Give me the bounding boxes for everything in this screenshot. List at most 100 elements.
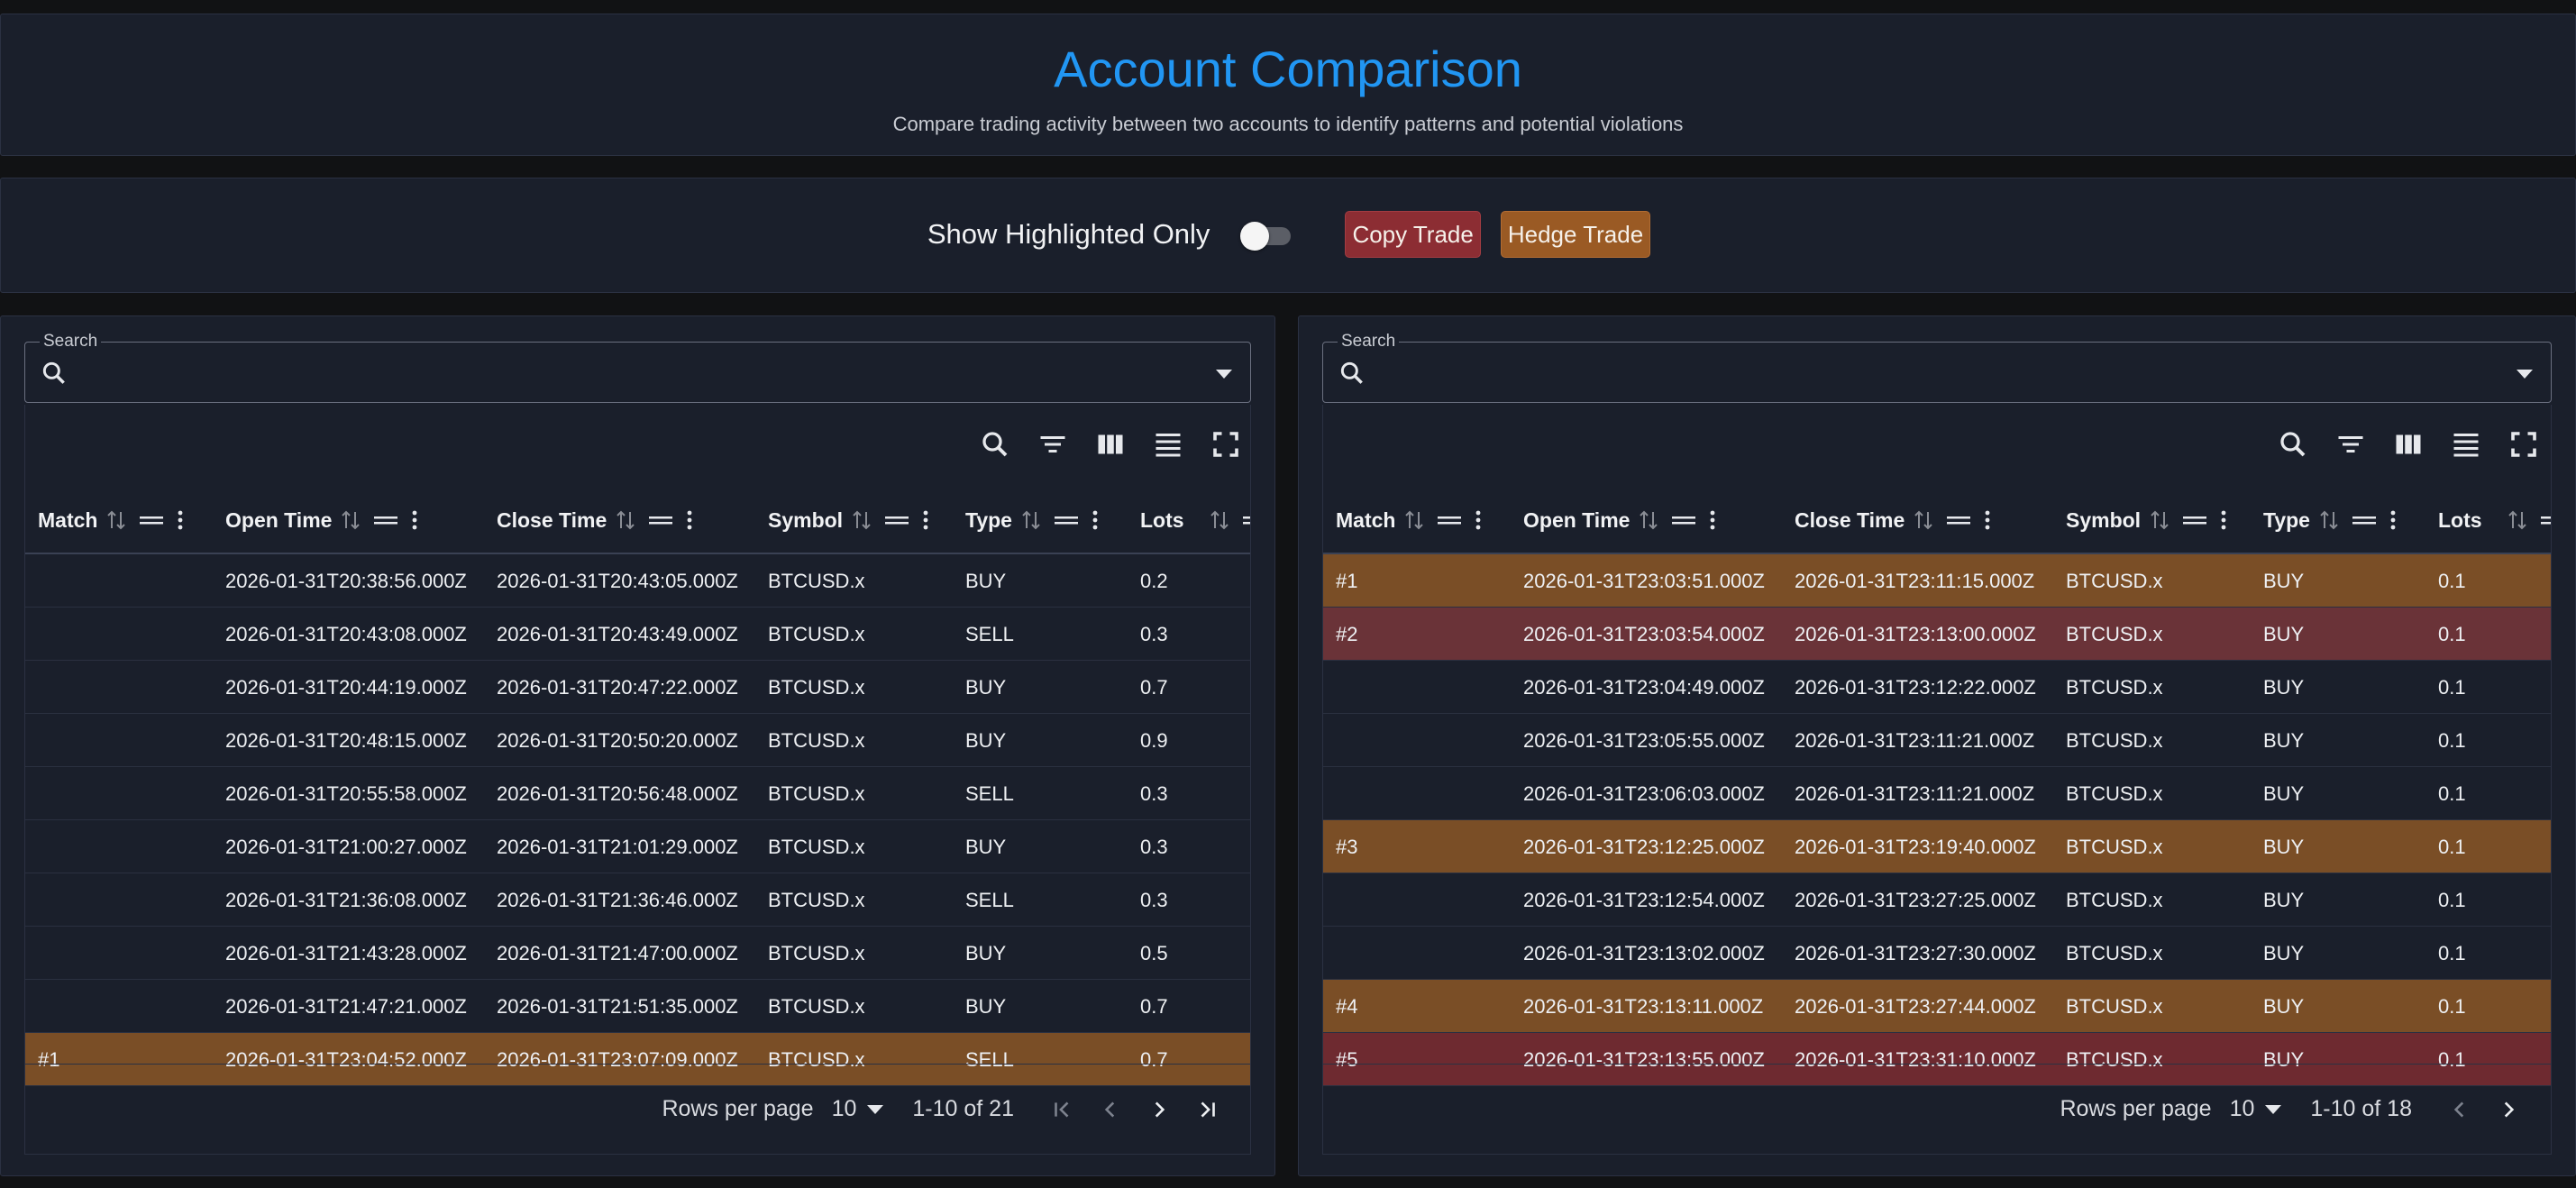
- fullscreen-icon[interactable]: [1210, 428, 1242, 461]
- cell-lots: 0.2: [1140, 570, 1168, 592]
- show-highlighted-toggle[interactable]: [1240, 216, 1298, 252]
- rows-per-page-select[interactable]: 10: [2230, 1096, 2282, 1122]
- search-autocomplete[interactable]: Search: [1322, 332, 2552, 403]
- rows-per-page-select[interactable]: 10: [832, 1096, 884, 1122]
- table-row[interactable]: #4 2026-01-31T23:13:11.000Z 2026-01-31T23:…: [1323, 980, 2551, 1033]
- first-page-button[interactable]: [1037, 1092, 1086, 1128]
- table-row[interactable]: 2026-01-31T23:05:55.000Z 2026-01-31T23:11…: [1323, 714, 2551, 767]
- column-menu-icon[interactable]: [2220, 509, 2227, 531]
- drag-handle-icon[interactable]: [1242, 511, 1251, 529]
- sort-icon[interactable]: [1210, 508, 1229, 532]
- cell-type: BUY: [2263, 623, 2305, 645]
- column-menu-icon[interactable]: [1709, 509, 1716, 531]
- next-page-button[interactable]: [2484, 1092, 2533, 1128]
- column-header-symbol[interactable]: Symbol: [2066, 486, 2227, 554]
- sort-icon[interactable]: [852, 508, 872, 532]
- table-row[interactable]: 2026-01-31T23:06:03.000Z 2026-01-31T23:11…: [1323, 767, 2551, 820]
- drag-handle-icon[interactable]: [139, 511, 164, 529]
- table-row[interactable]: 2026-01-31T20:43:08.000Z 2026-01-31T20:43…: [25, 608, 1250, 661]
- table-row[interactable]: #1 2026-01-31T23:03:51.000Z 2026-01-31T23:…: [1323, 554, 2551, 608]
- drag-handle-icon[interactable]: [1946, 511, 1971, 529]
- column-header-match[interactable]: Match: [38, 486, 184, 554]
- column-menu-icon[interactable]: [177, 509, 184, 531]
- column-menu-icon[interactable]: [922, 509, 929, 531]
- column-header-open-time[interactable]: Open Time: [1523, 486, 1716, 554]
- fullscreen-icon[interactable]: [2507, 428, 2540, 461]
- column-menu-icon[interactable]: [1092, 509, 1099, 531]
- column-header-lots[interactable]: Lots: [1140, 486, 1251, 554]
- sort-icon[interactable]: [1404, 508, 1424, 532]
- cell-lots: 0.1: [2438, 995, 2466, 1018]
- cell-lots: 0.7: [1140, 1048, 1168, 1071]
- sort-icon[interactable]: [2150, 508, 2170, 532]
- sort-icon[interactable]: [2507, 508, 2527, 532]
- table-row[interactable]: 2026-01-31T21:47:21.000Z 2026-01-31T21:51…: [25, 980, 1250, 1033]
- sort-icon[interactable]: [1021, 508, 1041, 532]
- column-menu-icon[interactable]: [686, 509, 693, 531]
- search-icon[interactable]: [2277, 428, 2309, 461]
- filter-icon[interactable]: [1037, 428, 1069, 461]
- table-row[interactable]: #3 2026-01-31T23:12:25.000Z 2026-01-31T23:…: [1323, 820, 2551, 873]
- column-menu-icon[interactable]: [1475, 509, 1482, 531]
- table-row[interactable]: #5 2026-01-31T23:13:55.000Z 2026-01-31T23:…: [1323, 1033, 2551, 1086]
- sort-icon[interactable]: [1639, 508, 1658, 532]
- drag-handle-icon[interactable]: [648, 511, 673, 529]
- table-row[interactable]: 2026-01-31T23:13:02.000Z 2026-01-31T23:27…: [1323, 927, 2551, 980]
- drag-handle-icon[interactable]: [1437, 511, 1462, 529]
- page-header: Account Comparison Compare trading activ…: [0, 14, 2576, 156]
- column-menu-icon[interactable]: [1984, 509, 1991, 531]
- search-icon[interactable]: [979, 428, 1011, 461]
- previous-page-button[interactable]: [2435, 1092, 2484, 1128]
- drag-handle-icon[interactable]: [373, 511, 398, 529]
- table-row[interactable]: #1 2026-01-31T23:04:52.000Z 2026-01-31T23:…: [25, 1033, 1250, 1086]
- search-autocomplete[interactable]: Search: [24, 332, 1251, 403]
- table-row[interactable]: #2 2026-01-31T23:03:54.000Z 2026-01-31T23:…: [1323, 608, 2551, 661]
- cell-symbol: BTCUSD.x: [2066, 676, 2163, 699]
- drag-handle-icon[interactable]: [2540, 511, 2552, 529]
- table-row[interactable]: 2026-01-31T20:55:58.000Z 2026-01-31T20:56…: [25, 767, 1250, 820]
- table-row[interactable]: 2026-01-31T23:12:54.000Z 2026-01-31T23:27…: [1323, 873, 2551, 927]
- drag-handle-icon[interactable]: [1054, 511, 1079, 529]
- toggle-thumb[interactable]: [1240, 222, 1270, 251]
- drag-handle-icon[interactable]: [2352, 511, 2377, 529]
- chevron-down-icon[interactable]: [2517, 370, 2533, 379]
- cell-match: #2: [1336, 623, 1358, 645]
- sort-icon[interactable]: [2319, 508, 2339, 532]
- chevron-down-icon[interactable]: [1216, 370, 1232, 379]
- drag-handle-icon[interactable]: [2182, 511, 2207, 529]
- drag-handle-icon[interactable]: [884, 511, 909, 529]
- next-page-button[interactable]: [1135, 1092, 1183, 1128]
- cell-close-time: 2026-01-31T20:43:49.000Z: [497, 623, 738, 645]
- column-header-close-time[interactable]: Close Time: [497, 486, 693, 554]
- column-menu-icon[interactable]: [411, 509, 418, 531]
- previous-page-button[interactable]: [1086, 1092, 1135, 1128]
- column-header-open-time[interactable]: Open Time: [225, 486, 418, 554]
- drag-handle-icon[interactable]: [1671, 511, 1696, 529]
- cell-lots: 0.3: [1140, 836, 1168, 858]
- table-row[interactable]: 2026-01-31T20:44:19.000Z 2026-01-31T20:47…: [25, 661, 1250, 714]
- sort-icon[interactable]: [106, 508, 126, 532]
- last-page-button[interactable]: [1183, 1092, 1232, 1128]
- columns-icon[interactable]: [1094, 428, 1127, 461]
- table-row[interactable]: 2026-01-31T21:00:27.000Z 2026-01-31T21:01…: [25, 820, 1250, 873]
- filter-icon[interactable]: [2334, 428, 2367, 461]
- column-header-match[interactable]: Match: [1336, 486, 1482, 554]
- density-icon[interactable]: [1152, 428, 1184, 461]
- column-header-symbol[interactable]: Symbol: [768, 486, 929, 554]
- columns-icon[interactable]: [2392, 428, 2425, 461]
- cell-type: BUY: [965, 836, 1007, 858]
- table-row[interactable]: 2026-01-31T20:48:15.000Z 2026-01-31T20:50…: [25, 714, 1250, 767]
- table-row[interactable]: 2026-01-31T21:43:28.000Z 2026-01-31T21:47…: [25, 927, 1250, 980]
- table-row[interactable]: 2026-01-31T23:04:49.000Z 2026-01-31T23:12…: [1323, 661, 2551, 714]
- table-row[interactable]: 2026-01-31T21:36:08.000Z 2026-01-31T21:36…: [25, 873, 1250, 927]
- table-row[interactable]: 2026-01-31T20:38:56.000Z 2026-01-31T20:43…: [25, 554, 1250, 608]
- sort-icon[interactable]: [341, 508, 361, 532]
- sort-icon[interactable]: [616, 508, 635, 532]
- column-header-type[interactable]: Type: [2263, 486, 2397, 554]
- column-header-type[interactable]: Type: [965, 486, 1099, 554]
- column-header-close-time[interactable]: Close Time: [1795, 486, 1991, 554]
- column-menu-icon[interactable]: [2389, 509, 2397, 531]
- sort-icon[interactable]: [1914, 508, 1933, 532]
- column-header-lots[interactable]: Lots: [2438, 486, 2552, 554]
- density-icon[interactable]: [2450, 428, 2482, 461]
